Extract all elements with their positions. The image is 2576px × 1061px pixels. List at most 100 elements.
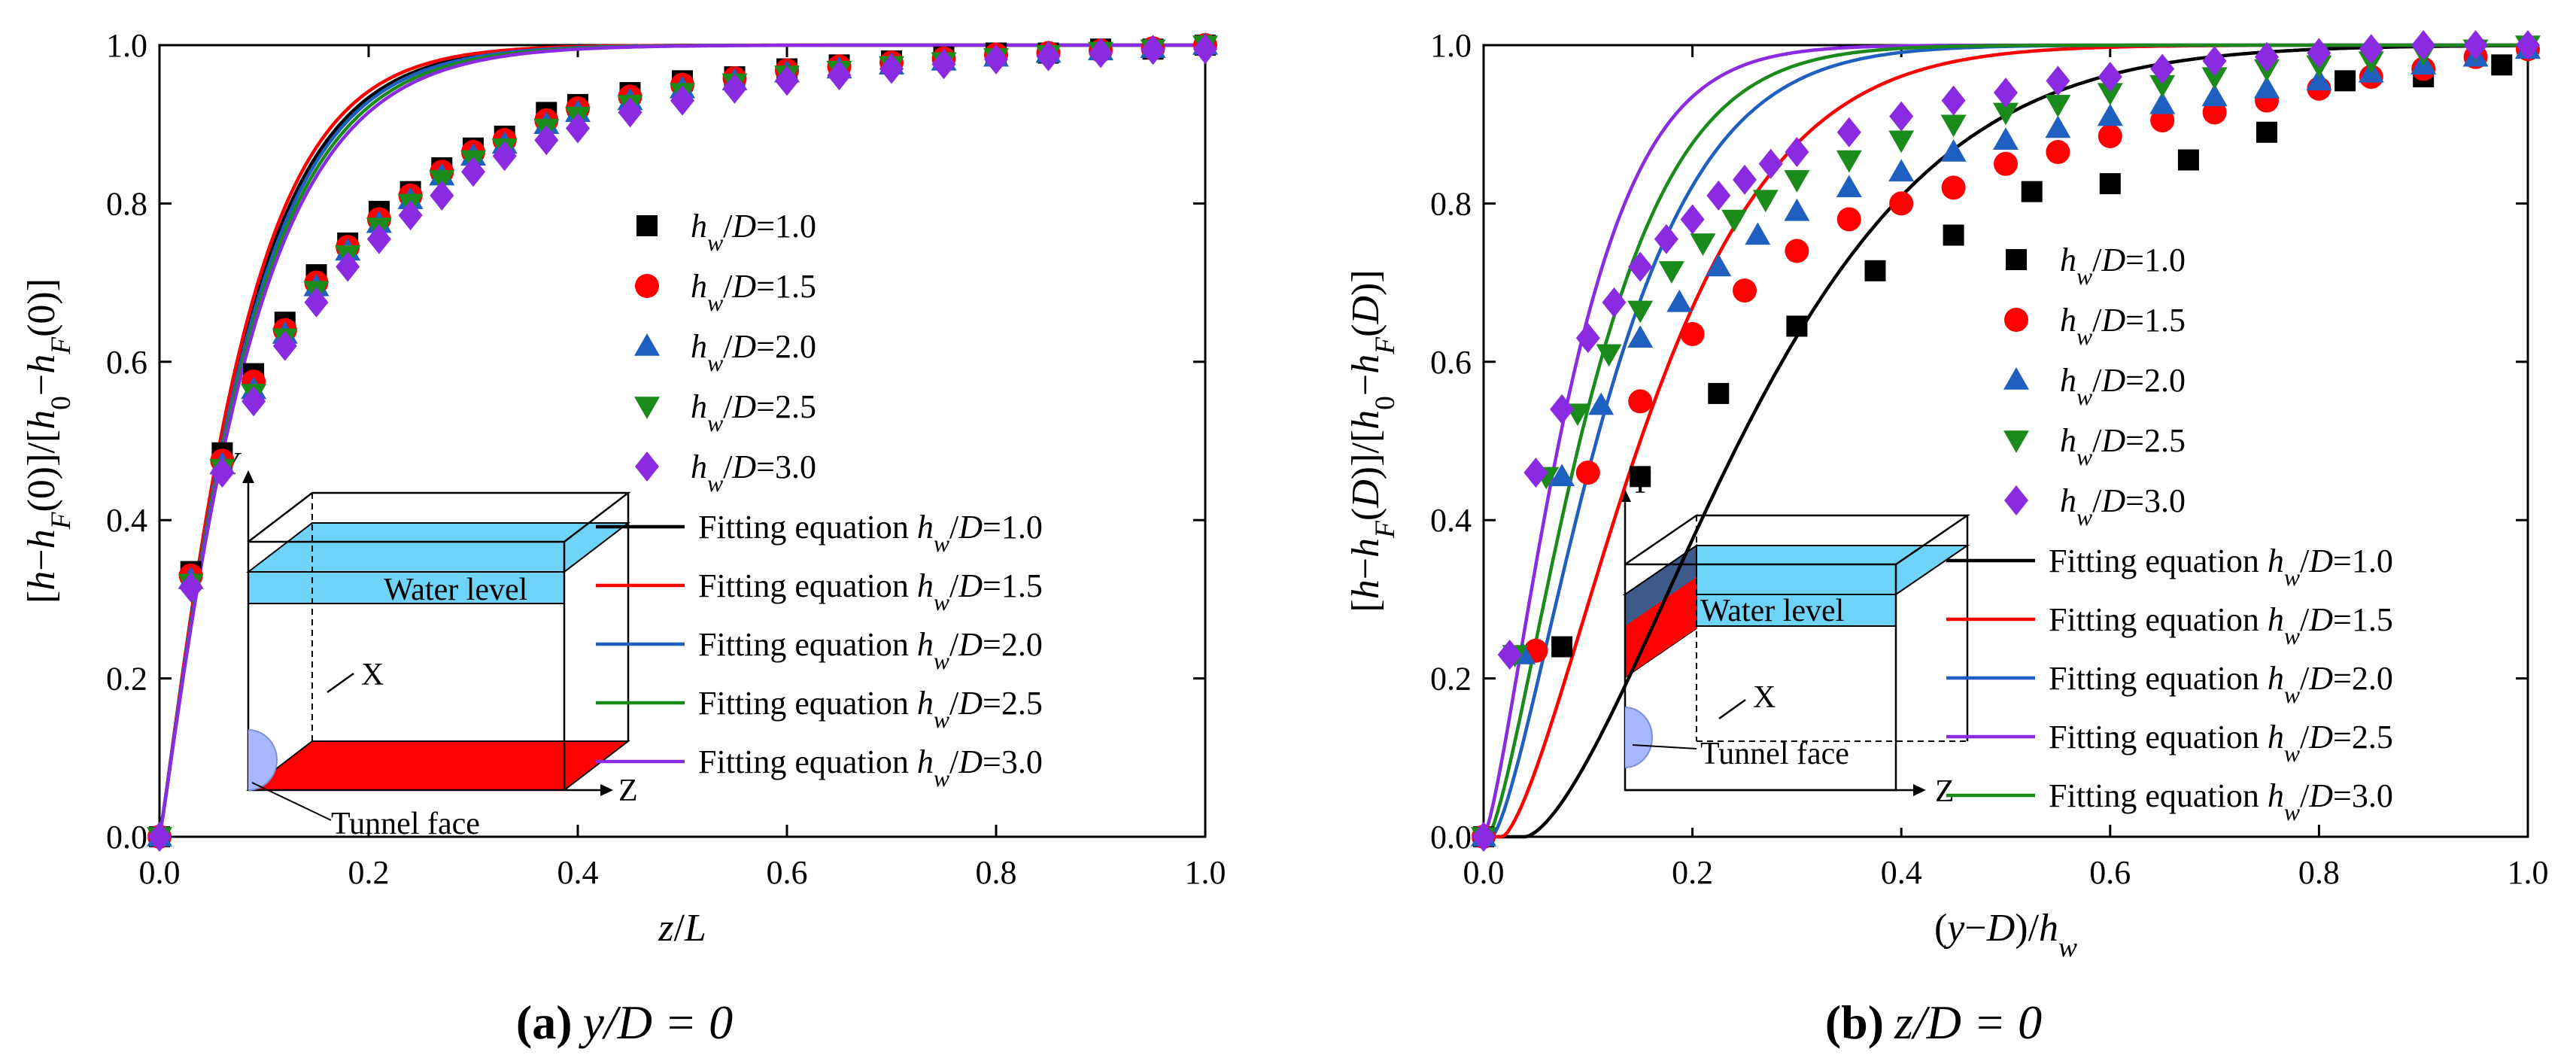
legend-label-2: hw/D=1.5 — [2060, 302, 2186, 350]
text-span: =2.5 — [756, 388, 816, 425]
inset-axis-x: X — [361, 658, 384, 692]
x-tick-label: 0.0 — [139, 854, 181, 891]
data-point — [1550, 394, 1575, 424]
y-tick-label: 0.8 — [106, 185, 147, 222]
data-point — [2411, 30, 2436, 60]
data-point — [2334, 70, 2356, 92]
data-point — [398, 200, 423, 231]
data-point — [2256, 121, 2277, 143]
text-span: (0)]/[ — [20, 430, 63, 512]
text-span: 0 — [1370, 396, 1401, 410]
text-span: Fitting equation — [2049, 660, 2268, 697]
text-span: F — [1370, 336, 1401, 355]
data-point — [1758, 148, 1783, 179]
data-point — [1497, 640, 1522, 670]
text-span: =1.5 — [983, 567, 1043, 604]
text-span: D — [731, 388, 756, 425]
text-span: w — [707, 290, 723, 316]
text-span: h — [1344, 579, 1387, 599]
text-span: / — [2300, 543, 2310, 579]
text-span: w — [2284, 682, 2300, 708]
text-span: − — [1344, 374, 1387, 396]
text-span: =1.5 — [756, 268, 816, 305]
tunnel-shape — [1624, 707, 1653, 768]
text-span: D — [2308, 660, 2333, 697]
text-span: Fitting equation — [698, 626, 917, 663]
text-span: D — [1986, 907, 2016, 950]
scatter-series-5 — [147, 34, 1217, 852]
text-span: / — [2092, 422, 2102, 459]
data-point — [2202, 100, 2227, 125]
text-span: D — [958, 567, 983, 604]
data-point — [1941, 85, 1966, 116]
x-tick-label: 1.0 — [1185, 854, 1226, 891]
fit-line-5 — [1484, 43, 2528, 839]
text-span: h — [2268, 543, 2284, 579]
data-point — [879, 53, 904, 84]
data-point — [1786, 315, 1808, 337]
text-span: Fitting equation — [2049, 719, 2268, 755]
text-span: / — [2092, 482, 2102, 519]
text-span: h — [2060, 302, 2076, 339]
data-point — [1472, 822, 1496, 852]
data-point — [1193, 34, 1217, 65]
data-point — [2255, 41, 2279, 72]
text-span: w — [2284, 799, 2300, 825]
x-tick-label: 0.8 — [976, 854, 1017, 891]
text-span: h — [917, 626, 934, 663]
text-span: ( — [1344, 324, 1387, 337]
text-span: h — [917, 685, 934, 722]
text-span: D — [731, 328, 756, 365]
data-point — [1888, 130, 1915, 154]
caption-letter: (b) — [1825, 996, 1884, 1049]
text-span: w — [934, 530, 949, 557]
data-point — [2046, 65, 2070, 96]
text-span: h — [2060, 422, 2076, 459]
tunnel-face-plane — [246, 740, 630, 791]
data-point — [2202, 46, 2227, 77]
data-point — [1733, 164, 1757, 195]
legend-marker-4 — [2003, 430, 2029, 453]
legend-fit-label-2: Fitting equation hw/D=1.5 — [2049, 601, 2393, 649]
data-point — [1628, 251, 1653, 282]
text-span: h — [2268, 660, 2284, 697]
inset-box-front — [247, 540, 566, 792]
x-tick-label: 0.6 — [767, 854, 808, 891]
inset-box-top — [1624, 514, 1971, 566]
text-span: − — [20, 374, 63, 396]
text-span: =2.5 — [983, 685, 1043, 722]
text-span: ( — [1934, 907, 1947, 950]
text-span: / — [2300, 660, 2310, 697]
text-span: D — [958, 685, 983, 722]
face-pointer — [1632, 744, 1697, 749]
panel-a: 0.0 0.2 0.4 0.6 0.8 1.00.00.20.40.60.81.0z/L[… — [20, 27, 1226, 1049]
y-tick-label: 0.0 — [106, 819, 147, 856]
text-span: D — [958, 626, 983, 663]
text-span: h — [1344, 410, 1387, 430]
text-span: )/ — [2015, 907, 2039, 950]
text-span: / — [673, 907, 685, 950]
data-point — [1089, 38, 1113, 68]
data-point — [2021, 181, 2043, 202]
text-span: Fitting equation — [2049, 601, 2268, 638]
text-span: / — [2300, 777, 2310, 814]
data-point — [2516, 30, 2540, 60]
data-point — [2046, 140, 2070, 165]
legend-fit-label-4: Fitting equation hw/D=2.5 — [698, 685, 1043, 733]
z-arrowhead — [600, 784, 613, 796]
text-span: − — [20, 549, 63, 570]
y-tick-label: 0.0 — [1430, 819, 1472, 856]
x-tick-label: 0.8 — [2298, 854, 2340, 891]
text-span: h — [2268, 719, 2284, 755]
legend-fit-label-1: Fitting equation hw/D=1.0 — [2049, 543, 2393, 591]
text-span: ( — [1344, 508, 1387, 521]
text-span: D — [2101, 482, 2125, 519]
x-tick-label: 0.6 — [2089, 854, 2131, 891]
text-span: w — [2076, 324, 2092, 350]
y-tick-label: 0.6 — [106, 344, 147, 381]
data-point — [1680, 321, 1705, 346]
x-tick-label: 0.2 — [348, 854, 390, 891]
data-point — [1864, 260, 1886, 281]
data-point — [1036, 41, 1061, 71]
data-point — [1627, 325, 1654, 348]
